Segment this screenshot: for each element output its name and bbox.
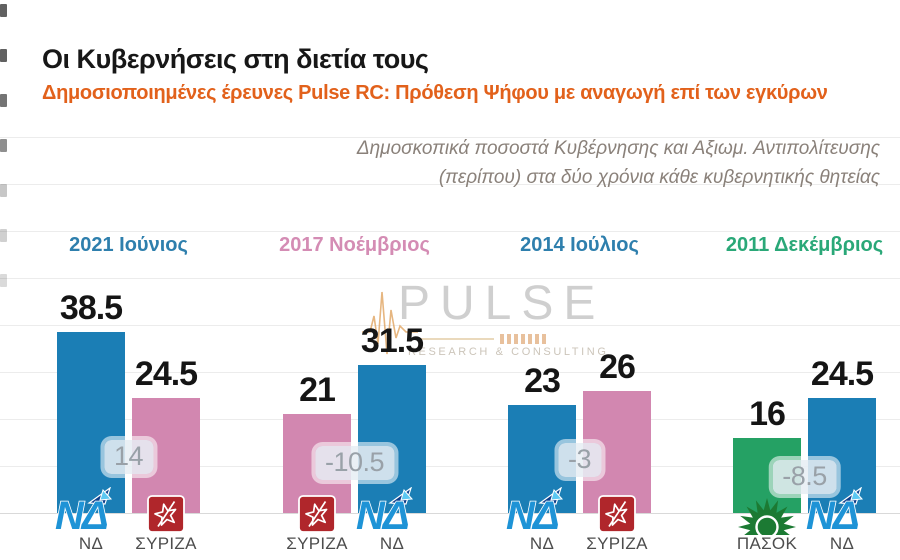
axis-baseline <box>0 513 900 514</box>
chart-note: Δημοσκοπικά ποσοστά Κυβέρνησης και Αξιωμ… <box>357 134 880 193</box>
edge-tick <box>0 4 7 17</box>
chart-note-line2: (περίπου) στα δύο χρόνια κάθε κυβερνητικ… <box>438 167 880 189</box>
edge-tick <box>0 274 7 287</box>
bar-nd <box>358 365 426 513</box>
diff-badge: -10.5 <box>314 446 395 480</box>
nd-logo-icon: ΝΔ <box>505 487 564 535</box>
gridline <box>0 372 900 373</box>
gridline <box>0 184 900 185</box>
gridline <box>0 231 900 232</box>
axis-party-label: ΝΔ <box>829 534 855 553</box>
page-title: Οι Κυβερνήσεις στη διετία τους <box>42 44 429 74</box>
bar-value-label: 38.5 <box>59 289 123 327</box>
diff-badge: -3 <box>557 443 602 477</box>
svg-text:ΝΔ: ΝΔ <box>806 494 859 535</box>
watermark-blocks <box>500 334 546 344</box>
bar-value-label: 21 <box>299 371 336 409</box>
group-label: 2011 Δεκέμβριος <box>725 234 884 256</box>
axis-party-label: ΣΥΡΙΖΑ <box>286 534 348 553</box>
group-label: 2021 Ιούνιος <box>69 234 188 256</box>
svg-text:ΝΔ: ΝΔ <box>55 494 108 535</box>
nd-logo-icon: ΝΔ <box>54 487 113 535</box>
gridline <box>0 419 900 420</box>
gridline <box>0 325 900 326</box>
axis-party-label: ΝΔ <box>379 534 405 553</box>
bar-value-label: 24.5 <box>810 355 874 393</box>
axis-party-label: ΠΑΣΟΚ <box>736 534 798 553</box>
syriza-logo-icon <box>598 495 636 533</box>
syriza-logo-icon <box>147 495 185 533</box>
pulse-watermark-tagline: RESEARCH & CONSULTING <box>408 346 609 358</box>
edge-tick <box>0 139 7 152</box>
svg-text:ΝΔ: ΝΔ <box>356 494 409 535</box>
svg-text:ΝΔ: ΝΔ <box>506 494 559 535</box>
axis-party-label: ΝΔ <box>529 534 555 553</box>
axis-party-label: ΣΥΡΙΖΑ <box>586 534 648 553</box>
group-label: 2017 Νοέμβριος <box>279 234 430 256</box>
syriza-logo-icon <box>298 495 336 533</box>
edge-tick <box>0 94 7 107</box>
chart-note-line1: Δημοσκοπικά ποσοστά Κυβέρνησης και Αξιωμ… <box>356 138 880 159</box>
pulse-watermark-logo: PULSE <box>398 277 606 330</box>
diff-badge: 14 <box>103 440 154 474</box>
subtitle: Δημοσιοποιημένες έρευνες Pulse RC: Πρόθε… <box>42 82 828 104</box>
edge-tick <box>0 184 7 197</box>
diff-badge: -8.5 <box>772 460 837 494</box>
pasok-logo-icon <box>738 498 796 535</box>
axis-party-label: ΣΥΡΙΖΑ <box>135 534 197 553</box>
edge-tick <box>0 49 7 62</box>
edge-tick <box>0 229 7 242</box>
bar-value-label: 24.5 <box>134 355 198 393</box>
axis-party-label: ΝΔ <box>78 534 104 553</box>
bar-nd <box>57 332 125 513</box>
heartbeat-icon <box>362 291 418 355</box>
nd-logo-icon: ΝΔ <box>355 487 414 535</box>
watermark-rule <box>408 338 494 340</box>
bar-value-label: 31.5 <box>360 322 424 360</box>
gridline <box>0 278 900 279</box>
bar-value-label: 16 <box>749 395 786 433</box>
gridline <box>0 466 900 467</box>
bar-value-label: 26 <box>599 348 636 386</box>
bar-value-label: 23 <box>524 362 561 400</box>
group-label: 2014 Ιούλιος <box>520 234 639 256</box>
nd-logo-icon: ΝΔ <box>805 487 864 535</box>
gridline <box>0 137 900 138</box>
